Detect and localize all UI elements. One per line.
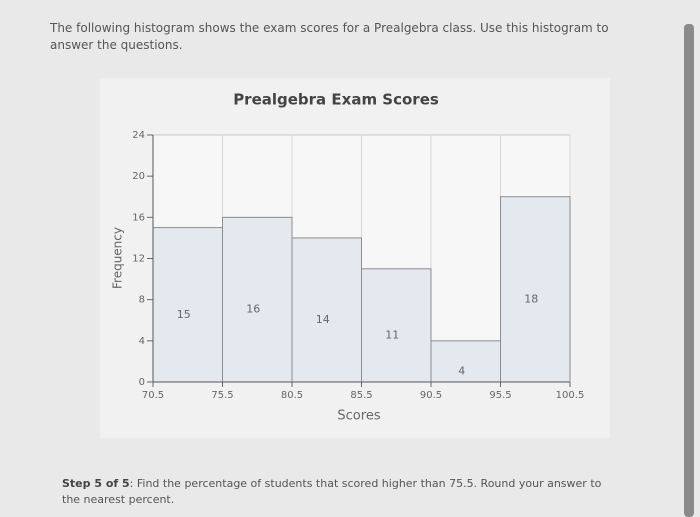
histogram-bar [500, 196, 571, 383]
x-axis-label: Scores [337, 409, 380, 424]
chart-title: Prealgebra Exam Scores [233, 91, 439, 109]
step-text: Step 5 of 5: Find the percentage of stud… [62, 476, 622, 508]
y-tick-label: 24 [132, 130, 145, 141]
bar-value-label: 16 [246, 303, 260, 316]
chart: Prealgebra Exam Scores Scores Frequency … [110, 90, 585, 424]
bar-value-label: 15 [177, 308, 191, 321]
x-tick-label: 90.5 [420, 390, 442, 401]
histogram-bar [430, 340, 501, 383]
x-tick-label: 75.5 [211, 390, 233, 401]
bar-value-label: 4 [458, 364, 465, 377]
step-label: Step 5 of 5 [62, 477, 130, 490]
bar-value-label: 18 [524, 292, 538, 305]
x-tick-label: 70.5 [142, 390, 164, 401]
histogram-bar [361, 268, 432, 383]
y-tick-label: 12 [132, 254, 145, 265]
x-tick-label: 85.5 [350, 390, 372, 401]
x-tick-label: 80.5 [281, 390, 303, 401]
bar-value-label: 11 [385, 328, 399, 341]
y-tick-label: 20 [132, 171, 145, 182]
y-tick-label: 8 [139, 295, 145, 306]
y-tick-label: 0 [139, 377, 145, 388]
step-question: : Find the percentage of students that s… [62, 477, 602, 506]
y-tick-label: 16 [132, 212, 145, 223]
y-tick-label: 4 [139, 336, 145, 347]
histogram-bar [152, 227, 223, 383]
scrollbar[interactable] [684, 24, 694, 517]
intro-text: The following histogram shows the exam s… [50, 21, 609, 52]
bar-value-label: 14 [316, 313, 330, 326]
x-tick-label: 100.5 [556, 390, 585, 401]
y-axis-label: Frequency [111, 227, 125, 289]
histogram-bar [222, 216, 293, 383]
x-tick-label: 95.5 [489, 390, 511, 401]
histogram-bar [291, 237, 362, 383]
